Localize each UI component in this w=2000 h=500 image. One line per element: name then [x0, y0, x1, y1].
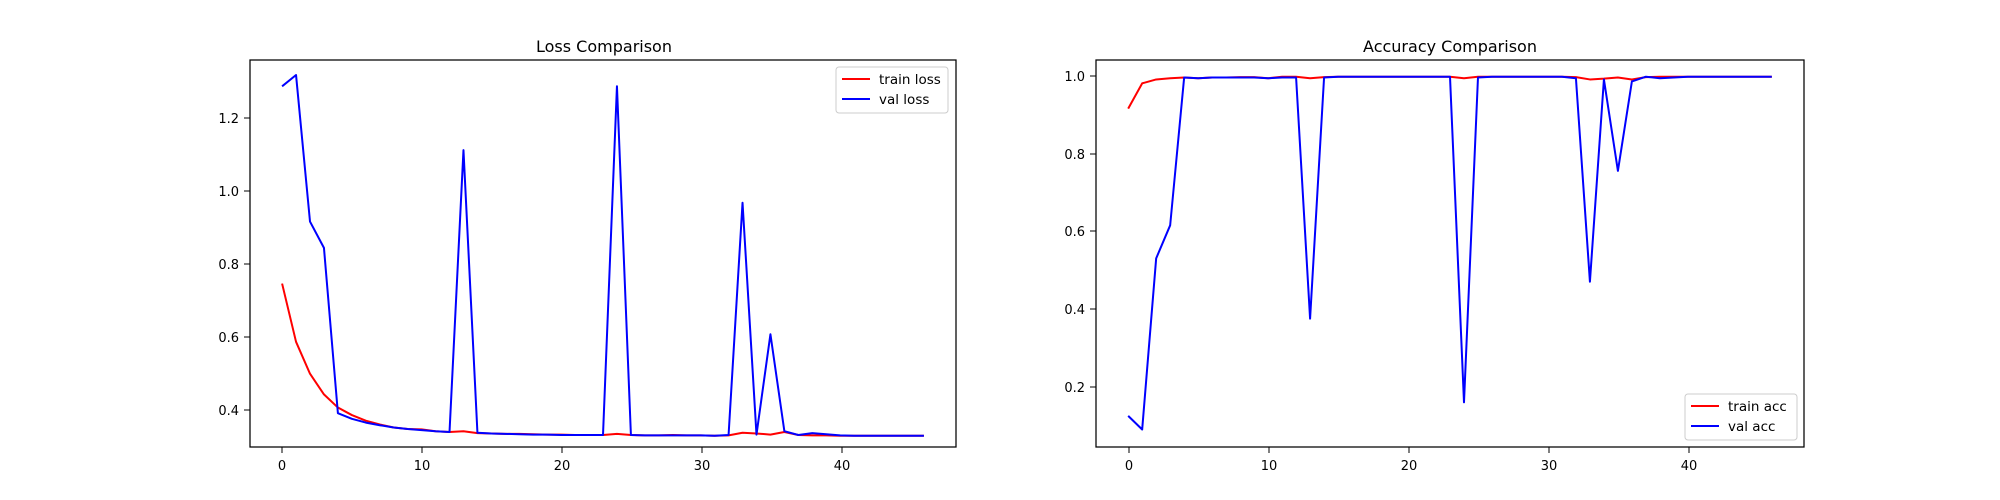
loss-series-val-loss — [281, 74, 924, 437]
loss-y-tick-label-1.2: 1.2 — [218, 112, 239, 127]
loss-y-tick-label-1.0: 1.0 — [218, 185, 239, 200]
loss-legend-label-val: val loss — [879, 92, 929, 108]
loss-legend-label-train: train loss — [879, 72, 941, 88]
accuracy-y-tick-label-0.4: 0.4 — [1064, 303, 1085, 318]
accuracy-y-tick-label-1.0: 1.0 — [1064, 70, 1085, 85]
loss-y-tick-label-0.4: 0.4 — [218, 404, 239, 419]
accuracy-legend-label-train: train acc — [1728, 399, 1787, 415]
loss-x-tick-label-10: 10 — [414, 459, 431, 474]
accuracy-x-tick-label-40: 40 — [1681, 459, 1698, 474]
loss-legend: train loss val loss — [835, 66, 949, 114]
accuracy-y-tick-label-0.2: 0.2 — [1064, 381, 1085, 396]
accuracy-y-tick-label-0.6: 0.6 — [1064, 225, 1085, 240]
accuracy-y-tick-label-0.8: 0.8 — [1064, 148, 1085, 163]
accuracy-x-ticks: 0 10 20 30 40 — [1125, 447, 1697, 474]
accuracy-chart-title: Accuracy Comparison — [1363, 37, 1537, 56]
loss-x-tick-label-0: 0 — [278, 459, 286, 474]
accuracy-x-tick-label-20: 20 — [1401, 459, 1418, 474]
loss-plot-area — [281, 74, 924, 437]
accuracy-series-val-acc — [1127, 75, 1772, 431]
loss-axes-frame — [249, 59, 957, 448]
loss-x-tick-label-40: 40 — [834, 459, 851, 474]
accuracy-legend-label-val: val acc — [1728, 419, 1775, 435]
accuracy-x-tick-label-30: 30 — [1541, 459, 1558, 474]
loss-x-tick-label-20: 20 — [554, 459, 571, 474]
loss-y-tick-label-0.6: 0.6 — [218, 331, 239, 346]
accuracy-x-tick-label-0: 0 — [1125, 459, 1133, 474]
loss-chart-title: Loss Comparison — [536, 37, 672, 56]
loss-chart: Loss Comparison 0 10 20 30 40 0.4 0.6 0.… — [218, 37, 957, 474]
accuracy-x-tick-label-10: 10 — [1261, 459, 1278, 474]
accuracy-chart: Accuracy Comparison 0 10 20 30 40 0.2 0.… — [1064, 37, 1805, 474]
accuracy-axes-frame — [1095, 59, 1805, 448]
accuracy-plot-area — [1127, 75, 1772, 431]
loss-x-ticks: 0 10 20 30 40 — [278, 447, 850, 474]
loss-y-tick-label-0.8: 0.8 — [218, 258, 239, 273]
loss-y-ticks: 0.4 0.6 0.8 1.0 1.2 — [218, 112, 250, 419]
accuracy-legend: train acc val acc — [1684, 393, 1798, 441]
accuracy-y-ticks: 0.2 0.4 0.6 0.8 1.0 — [1064, 70, 1096, 396]
loss-x-tick-label-30: 30 — [694, 459, 711, 474]
